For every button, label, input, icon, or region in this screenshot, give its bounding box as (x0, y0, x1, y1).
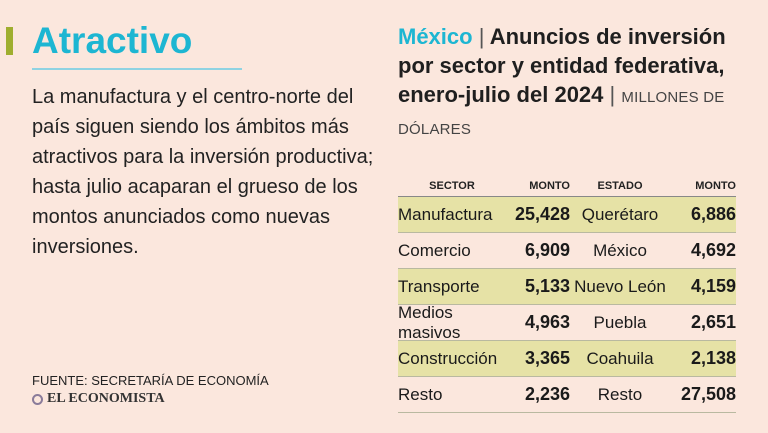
accent-bar (6, 27, 13, 55)
investment-table: SECTOR MONTO ESTADO MONTO Manufactura 25,… (398, 176, 736, 413)
brand-logo: EL ECONOMISTA (32, 391, 165, 407)
state-amount-cell: 2,651 (690, 312, 736, 332)
brand-name: EL ECONOMISTA (47, 391, 165, 406)
chart-title-unit: MILLONES DE DÓLARES (398, 89, 725, 138)
state-cell: Coahuila (586, 348, 654, 368)
sector-cell: Medios masivos (398, 302, 461, 342)
sector-cell: Comercio (398, 240, 471, 260)
state-cell: Resto (597, 384, 643, 404)
header-state: ESTADO (597, 180, 643, 192)
chart-title: México | Anuncios de inversión por secto… (398, 22, 738, 144)
state-amount-cell: 27,508 (680, 384, 736, 404)
state-amount-cell: 4,692 (690, 240, 736, 260)
state-cell: Puebla (593, 312, 647, 332)
table-row: Comercio 6,909 México 4,692 (398, 233, 736, 269)
table-row: Manufactura 25,428 Querétaro 6,886 (398, 197, 736, 233)
chart-title-country: México (398, 24, 473, 49)
header-sector: SECTOR (429, 180, 475, 192)
sector-cell: Construcción (398, 348, 498, 368)
header-sector-amount: MONTO (529, 180, 570, 192)
chart-title-separator: | (478, 24, 485, 49)
state-cell: Nuevo León (574, 276, 666, 296)
chart-title-main: Anuncios de inversión por sector y entid… (398, 24, 726, 107)
table-body: Manufactura 25,428 Querétaro 6,886 Comercio 6… (398, 197, 736, 413)
sector-amount-cell: 5,133 (524, 276, 570, 296)
state-amount-cell: 2,138 (690, 348, 736, 368)
brand-mark-icon (32, 393, 43, 405)
sector-amount-cell: 6,909 (524, 240, 570, 260)
source-note: FUENTE: SECRETARÍA DE ECONOMÍA (32, 373, 269, 388)
table-header: SECTOR MONTO ESTADO MONTO (398, 176, 736, 197)
headline: Atractivo (32, 20, 193, 61)
sector-amount-cell: 25,428 (514, 204, 570, 224)
sector-amount-cell: 2,236 (524, 384, 570, 404)
table-row: Resto 2,236 Resto 27,508 (398, 377, 736, 413)
state-cell: México (593, 240, 647, 260)
sector-cell: Transporte (398, 276, 480, 296)
sector-amount-cell: 4,963 (524, 312, 570, 332)
chart-title-separator-2: | (609, 82, 616, 107)
state-amount-cell: 4,159 (690, 276, 736, 296)
headline-rule (32, 68, 242, 70)
table-row: Construcción 3,365 Coahuila 2,138 (398, 341, 736, 377)
body-text: La manufactura y el centro-norte del paí… (32, 86, 374, 258)
state-amount-cell: 6,886 (690, 204, 736, 224)
header-state-amount: MONTO (695, 180, 736, 192)
sector-amount-cell: 3,365 (524, 348, 570, 368)
table-row: Medios masivos 4,963 Puebla 2,651 (398, 302, 736, 342)
sector-cell: Resto (398, 384, 443, 404)
state-cell: Querétaro (581, 204, 659, 224)
sector-cell: Manufactura (398, 204, 493, 224)
table-row: Transporte 5,133 Nuevo León 4,159 (398, 269, 736, 305)
